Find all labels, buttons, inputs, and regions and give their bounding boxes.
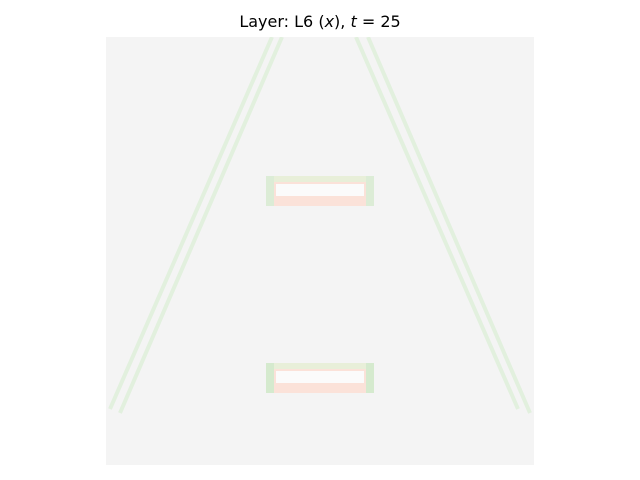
upper-bar: [266, 176, 374, 206]
activation-map-svg: [106, 37, 534, 465]
title-prefix: Layer: L6 (: [239, 12, 325, 31]
layer-activation-image: [106, 37, 534, 465]
title-variable: x: [324, 12, 335, 31]
image-background: [106, 37, 534, 465]
title-suffix: = 25: [356, 12, 401, 31]
right-diagonal-edge: [354, 37, 532, 414]
left-diagonal-edge: [108, 37, 284, 414]
title-middle: ),: [334, 12, 351, 31]
title-time-variable: t: [350, 12, 357, 31]
figure-title: Layer: L6 (x), t = 25: [0, 12, 640, 32]
lower-bar: [266, 363, 374, 393]
